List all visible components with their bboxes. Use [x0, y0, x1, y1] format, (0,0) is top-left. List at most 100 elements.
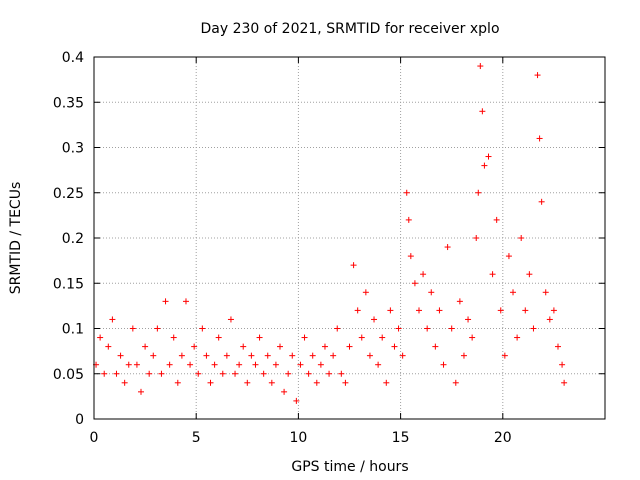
data-point: [313, 379, 320, 386]
data-point: [281, 388, 288, 395]
data-point: [109, 316, 116, 323]
data-points: [93, 63, 568, 404]
data-point: [199, 325, 206, 332]
data-point: [121, 379, 128, 386]
data-point: [550, 307, 557, 314]
data-point: [232, 370, 239, 377]
data-point: [362, 289, 369, 296]
data-point: [219, 370, 226, 377]
data-point: [268, 379, 275, 386]
data-point: [366, 352, 373, 359]
chart-title: Day 230 of 2021, SRMTID for receiver xpl…: [200, 21, 499, 37]
data-point: [330, 352, 337, 359]
data-point: [354, 307, 361, 314]
data-point: [444, 244, 451, 251]
data-point: [456, 298, 463, 305]
data-point: [526, 271, 533, 278]
data-point: [182, 298, 189, 305]
data-point: [321, 343, 328, 350]
data-point: [399, 352, 406, 359]
x-tick-label: 15: [392, 430, 410, 446]
y-tick-label: 0.1: [62, 322, 84, 338]
data-point: [514, 334, 521, 341]
data-point: [244, 379, 251, 386]
data-point: [481, 162, 488, 169]
data-point: [436, 307, 443, 314]
data-point: [146, 370, 153, 377]
y-tick-label: 0.3: [62, 141, 84, 157]
data-point: [260, 370, 267, 377]
data-point: [105, 343, 112, 350]
data-point: [432, 343, 439, 350]
data-point: [138, 388, 145, 395]
data-point: [346, 343, 353, 350]
data-point: [117, 352, 124, 359]
data-point: [297, 361, 304, 368]
data-point: [195, 370, 202, 377]
data-point: [415, 307, 422, 314]
data-point: [129, 325, 136, 332]
data-point: [252, 361, 259, 368]
data-point: [125, 361, 132, 368]
y-tick-label: 0: [75, 412, 84, 428]
data-point: [505, 253, 512, 260]
y-axis-ticks: 0 0.05 0.1 0.15 0.2 0.25 0.3 0.35 0.4: [53, 50, 605, 428]
data-point: [293, 397, 300, 404]
data-point: [289, 352, 296, 359]
data-point: [211, 361, 218, 368]
data-point: [469, 334, 476, 341]
data-point: [162, 298, 169, 305]
data-point: [101, 370, 108, 377]
data-point: [485, 153, 492, 160]
data-point: [405, 216, 412, 223]
data-point: [465, 316, 472, 323]
x-tick-label: 10: [289, 430, 307, 446]
data-point: [191, 343, 198, 350]
data-point: [452, 379, 459, 386]
x-tick-label: 0: [90, 430, 99, 446]
data-point: [317, 361, 324, 368]
data-point: [133, 361, 140, 368]
y-tick-label: 0.4: [62, 50, 84, 66]
data-point: [166, 361, 173, 368]
data-point: [497, 307, 504, 314]
data-point: [256, 334, 263, 341]
data-point: [475, 189, 482, 196]
x-axis-ticks: 0 5 10 15 20: [90, 57, 512, 446]
data-point: [489, 271, 496, 278]
x-tick-label: 5: [192, 430, 201, 446]
data-point: [530, 325, 537, 332]
data-point: [428, 289, 435, 296]
data-point: [174, 379, 181, 386]
data-point: [170, 334, 177, 341]
data-point: [538, 198, 545, 205]
data-point: [559, 361, 566, 368]
data-point: [379, 334, 386, 341]
data-point: [154, 325, 161, 332]
data-point: [285, 370, 292, 377]
data-point: [223, 352, 230, 359]
x-axis-label: GPS time / hours: [291, 459, 408, 475]
data-point: [536, 135, 543, 142]
data-point: [420, 271, 427, 278]
data-point: [403, 189, 410, 196]
data-point: [338, 370, 345, 377]
data-point: [477, 63, 484, 70]
data-point: [395, 325, 402, 332]
data-point: [473, 235, 480, 241]
data-point: [178, 352, 185, 359]
data-point: [272, 361, 279, 368]
data-point: [518, 235, 525, 241]
data-point: [522, 307, 529, 314]
data-point: [391, 343, 398, 350]
data-point: [424, 325, 431, 332]
data-point: [309, 352, 316, 359]
data-point: [227, 316, 234, 323]
data-point: [97, 334, 104, 341]
data-point: [326, 370, 333, 377]
data-point: [342, 379, 349, 386]
data-point: [150, 352, 157, 359]
x-tick-label: 20: [494, 430, 512, 446]
data-point: [358, 334, 365, 341]
data-point: [236, 361, 243, 368]
